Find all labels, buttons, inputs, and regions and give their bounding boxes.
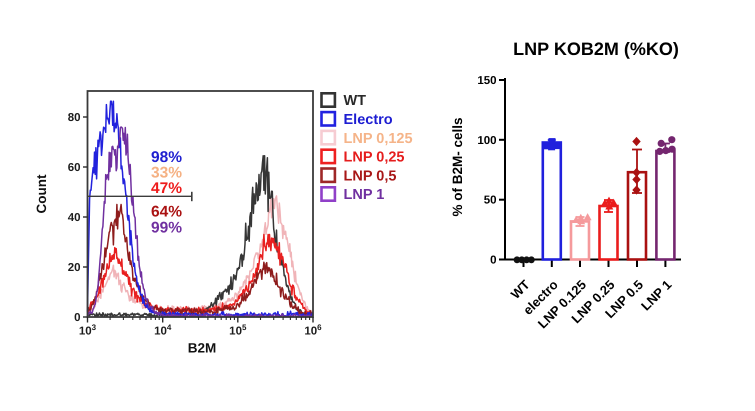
svg-text:LNP 0,125: LNP 0,125: [344, 131, 413, 147]
svg-text:50: 50: [484, 195, 497, 207]
svg-text:100: 100: [477, 135, 496, 147]
svg-text:LNP 0,25: LNP 0,25: [344, 150, 405, 166]
svg-text:105: 105: [229, 323, 247, 338]
svg-text:% of B2M- cells: % of B2M- cells: [450, 117, 465, 216]
svg-text:Count: Count: [34, 174, 49, 213]
svg-text:64%: 64%: [151, 204, 182, 221]
svg-text:B2M: B2M: [188, 341, 217, 356]
svg-text:WT: WT: [344, 93, 367, 109]
svg-text:40: 40: [68, 212, 81, 224]
svg-text:Electro: Electro: [344, 112, 393, 128]
svg-text:99%: 99%: [151, 220, 182, 237]
svg-text:80: 80: [68, 112, 81, 124]
svg-text:LNP 0,5: LNP 0,5: [344, 168, 397, 184]
svg-text:LNP 1: LNP 1: [344, 187, 385, 203]
svg-text:104: 104: [154, 323, 172, 338]
svg-text:0: 0: [490, 255, 496, 267]
svg-text:0: 0: [74, 312, 80, 324]
svg-text:20: 20: [68, 262, 81, 274]
svg-text:106: 106: [304, 323, 322, 338]
svg-text:98%: 98%: [151, 149, 182, 166]
svg-text:103: 103: [79, 323, 97, 338]
svg-text:LNP 1: LNP 1: [638, 277, 674, 313]
svg-text:60: 60: [68, 162, 81, 174]
svg-text:47%: 47%: [151, 180, 182, 197]
svg-text:33%: 33%: [151, 165, 182, 182]
svg-text:150: 150: [477, 75, 496, 87]
svg-text:LNP KOB2M (%KO): LNP KOB2M (%KO): [513, 39, 679, 59]
